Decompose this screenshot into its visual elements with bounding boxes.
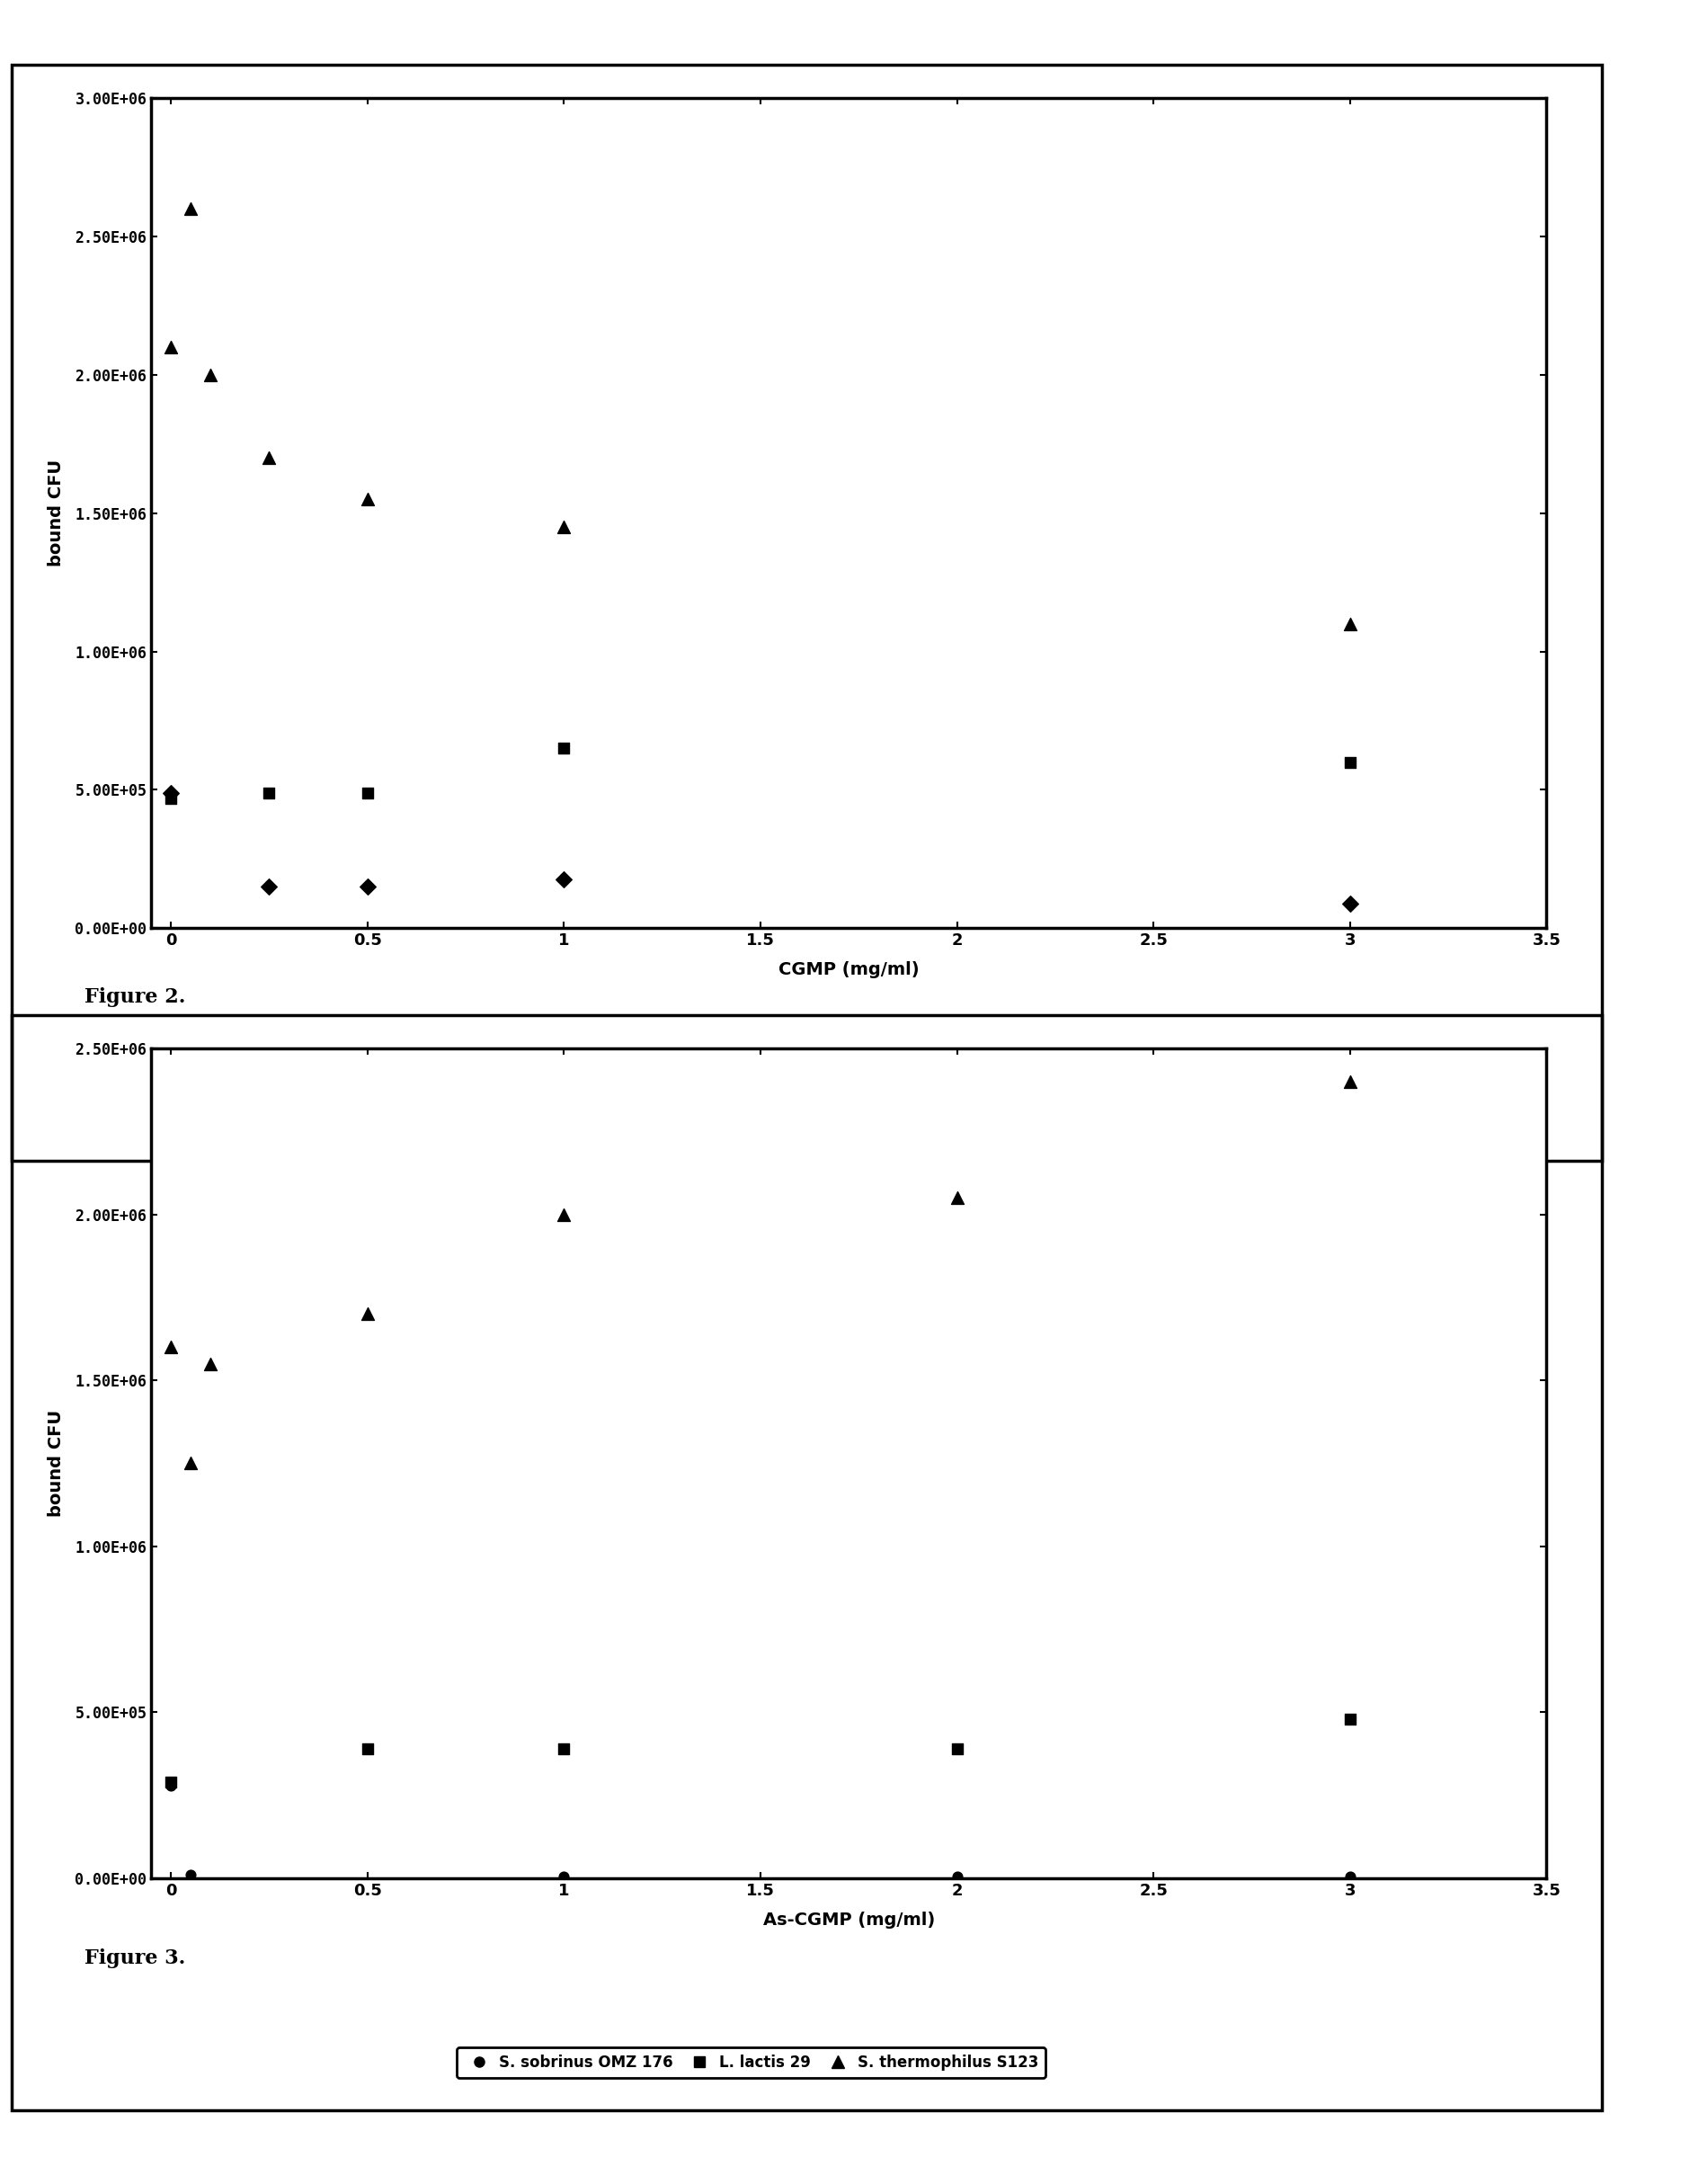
Point	[355, 775, 382, 810]
Y-axis label: bound CFU: bound CFU	[49, 459, 66, 568]
Point	[256, 441, 282, 476]
Point	[1336, 607, 1363, 642]
Point	[550, 1859, 577, 1894]
Point	[943, 1732, 970, 1767]
Point	[550, 732, 577, 767]
Point	[1336, 1064, 1363, 1099]
Point	[1336, 745, 1363, 780]
Point	[158, 1765, 185, 1800]
Point	[1336, 887, 1363, 922]
Point	[355, 1297, 382, 1332]
Point	[197, 358, 224, 393]
Point	[355, 869, 382, 904]
Point	[355, 483, 382, 518]
Point	[550, 1732, 577, 1767]
Point	[1336, 1701, 1363, 1736]
Point	[943, 1859, 970, 1894]
Point	[158, 1330, 185, 1365]
X-axis label: CGMP (mg/ml): CGMP (mg/ml)	[778, 961, 920, 978]
Text: Figure 3.: Figure 3.	[84, 1948, 185, 1968]
Point	[1336, 1859, 1363, 1894]
Legend: S. sobrinus OMZ 176, L. lactis 29, S. thermophilus S123: S. sobrinus OMZ 176, L. lactis 29, S. th…	[457, 2046, 1046, 2079]
Legend: S. sobrinus OMZ 176, L. lactis 29, S. thermophilus S123: S. sobrinus OMZ 176, L. lactis 29, S. th…	[457, 1096, 1046, 1129]
Point	[177, 192, 203, 227]
Y-axis label: bound CFU: bound CFU	[49, 1409, 66, 1518]
Point	[158, 775, 185, 810]
Point	[177, 1856, 203, 1891]
Point	[177, 1446, 203, 1481]
Point	[197, 1345, 224, 1380]
Point	[550, 509, 577, 544]
Point	[550, 863, 577, 898]
Point	[158, 330, 185, 365]
Point	[256, 775, 282, 810]
Point	[943, 1179, 970, 1214]
Point	[158, 780, 185, 815]
Text: Figure 2.: Figure 2.	[84, 987, 185, 1007]
Point	[550, 1197, 577, 1232]
Point	[355, 1732, 382, 1767]
Point	[256, 869, 282, 904]
X-axis label: As-CGMP (mg/ml): As-CGMP (mg/ml)	[763, 1911, 935, 1928]
Point	[158, 1767, 185, 1802]
